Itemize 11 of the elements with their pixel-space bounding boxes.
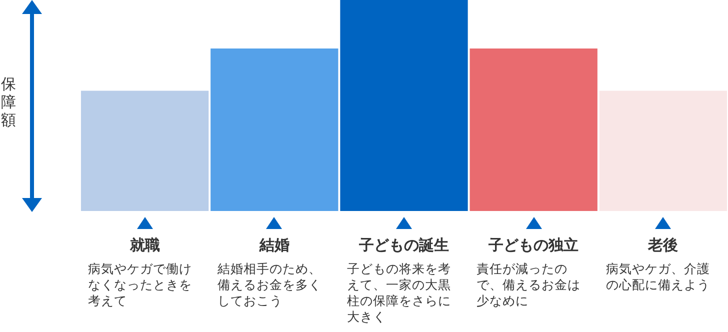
text: 病気やケガで働けなくなったときを考えて bbox=[88, 261, 193, 309]
x-tick-label: 結婚 bbox=[259, 236, 290, 255]
text: 責任が減ったので、備えるお金は少なめに bbox=[476, 261, 582, 309]
text: 子どもの将来を考えて、一家の大黒柱の保障をさらに大きく bbox=[347, 261, 452, 325]
x-tick-label: 子どもの誕生 bbox=[359, 236, 449, 255]
x-tick-label: 老後 bbox=[648, 236, 678, 255]
x-tick-label: 就職 bbox=[130, 236, 160, 255]
text: 結婚相手のため、備えるお金を多くしておこう bbox=[217, 261, 322, 309]
text: 病気やケガ、介護の心配に備えよう bbox=[606, 261, 712, 293]
x-tick-label: 子どもの独立 bbox=[488, 236, 579, 255]
y-axis-title: 保障額 bbox=[1, 75, 17, 129]
